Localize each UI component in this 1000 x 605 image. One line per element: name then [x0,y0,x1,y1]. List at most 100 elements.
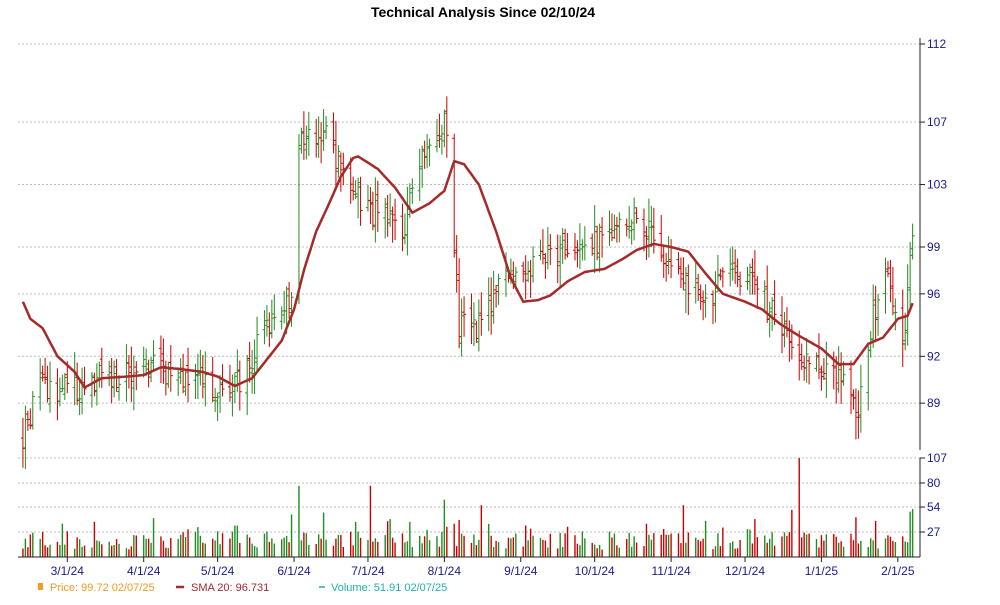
ohlc-bar [457,258,462,349]
ohlc-bar [676,252,681,275]
ohlc-bar [858,364,863,433]
ohlc-bar [200,355,205,399]
ohlc-bar [831,351,836,390]
date-tick-label: 5/1/24 [201,564,235,578]
ohlc-bar [903,312,908,351]
ohlc-bar [388,193,393,227]
ohlc-bar [186,347,191,403]
price-axis-ticks: 89 92 96 99 103 107 112 [920,37,947,410]
price-bars [20,96,915,470]
ohlc-bar [890,266,895,316]
ohlc-bar [772,280,777,326]
ohlc-bar [856,390,861,439]
ohlc-bar [218,374,223,413]
ohlc-bar [885,260,890,278]
ohlc-bar [799,343,804,371]
ohlc-bar [57,377,62,407]
ohlc-bar [287,281,292,319]
ohlc-bar [910,223,915,260]
ohlc-bar [107,360,112,387]
ohlc-bar [25,410,30,431]
ohlc-bar [43,357,48,384]
ohlc-bar [641,208,646,252]
date-tick-label: 4/1/24 [127,564,161,578]
ohlc-bar [836,346,841,393]
ohlc-bar [494,285,499,308]
ohlc-bar [486,277,491,332]
ohlc-bar [442,109,447,148]
legend: Price: 99.72 02/07/25 SMA 20: 96.731 Vol… [38,582,447,594]
ohlc-bar [597,223,602,273]
ohlc-bar [614,216,619,243]
ohlc-bar [738,271,743,296]
ohlc-bar [410,178,415,204]
ohlc-bar [348,157,353,204]
ohlc-bar [23,405,28,470]
ohlc-bar [905,264,910,346]
ohlc-bar [644,226,649,260]
ohlc-bar [770,297,775,331]
ohlc-bar [814,352,819,372]
ohlc-bar [649,205,654,247]
ohlc-bar [151,340,156,372]
ohlc-bar [471,302,476,347]
date-tick-label: 8/1/24 [428,564,462,578]
ohlc-bar [232,372,237,404]
ohlc-bar [375,180,380,233]
price-tick-label: 92 [927,349,941,363]
ohlc-bar [420,145,425,188]
ohlc-bar [400,203,405,252]
ohlc-bar [696,273,701,301]
ohlc-bar [521,261,526,283]
ohlc-bar [462,296,467,337]
ohlc-bar [752,250,757,295]
ohlc-bar [195,353,200,400]
ohlc-bar [459,298,464,357]
ohlc-bar [321,109,326,151]
ohlc-bar [368,187,373,224]
ohlc-bar [750,258,755,295]
ohlc-bar [422,140,427,169]
ohlc-bar [575,240,580,268]
ohlc-bar [385,194,390,237]
ohlc-bar [353,180,358,200]
ohlc-bar [871,284,876,349]
ohlc-bar [683,267,688,314]
ohlc-bar [336,145,341,178]
ohlc-bar [646,198,651,258]
ohlc-bar [824,341,829,398]
ohlc-bar [269,299,274,339]
ohlc-bar [304,125,309,160]
ohlc-bar [821,358,826,381]
volume-tick-label: 54 [927,500,941,514]
ohlc-bar [540,229,545,265]
ohlc-bar [555,234,560,284]
price-tick-label: 112 [927,37,946,51]
ohlc-bar [149,357,154,383]
ohlc-bar [333,120,338,190]
ohlc-bar [351,176,356,201]
ohlc-bar [213,387,218,413]
ohlc-bar [166,361,171,389]
date-tick-label: 9/1/24 [504,564,538,578]
ohlc-bar [356,177,361,219]
ohlc-bar [144,348,149,377]
ohlc-bar [617,212,622,243]
ohlc-bar [407,183,412,219]
ohlc-bar [797,330,802,381]
date-tick-label: 3/1/24 [51,564,85,578]
volume-tick-label: 107 [927,451,947,465]
ohlc-bar [203,351,208,407]
ohlc-bar [45,365,50,403]
ohlc-bar [469,293,474,345]
ohlc-bar [572,233,577,261]
legend-volume: Volume: 51.91 02/07/25 [331,582,447,594]
ohlc-bar [267,312,272,347]
ohlc-bar [807,355,812,385]
ohlc-bar [893,298,898,331]
ohlc-bar [474,320,479,344]
ohlc-bar [595,225,600,261]
ohlc-bar [454,235,459,293]
